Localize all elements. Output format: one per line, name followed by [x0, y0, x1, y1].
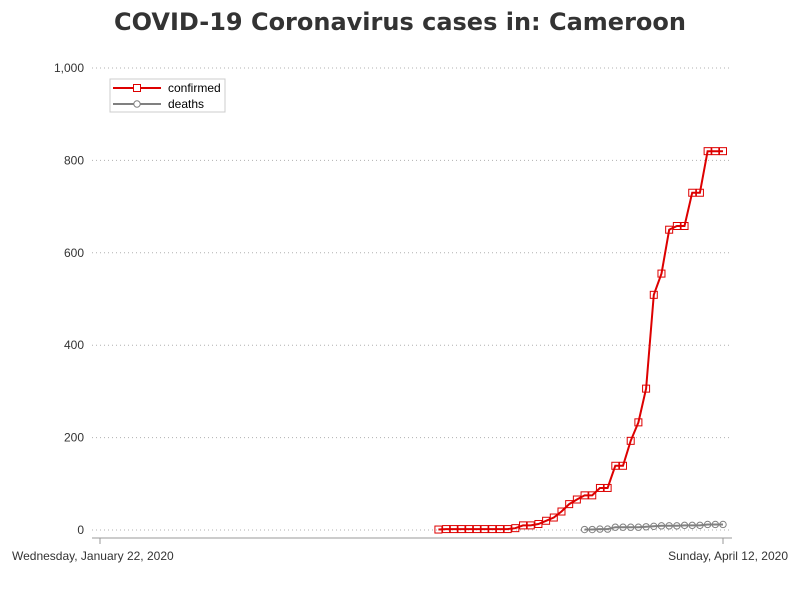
y-tick-label: 800 — [64, 153, 84, 167]
confirmed-point — [680, 222, 689, 231]
deaths-point — [688, 521, 696, 530]
deaths-point — [719, 520, 727, 529]
deaths-point — [588, 525, 596, 534]
confirmed-point — [603, 483, 612, 492]
confirmed-point — [472, 525, 481, 534]
confirmed-legend-marker — [133, 84, 141, 92]
deaths-legend-marker — [133, 100, 141, 108]
deaths-point — [711, 520, 720, 529]
deaths-point — [650, 522, 658, 531]
deaths-legend-label: deaths — [168, 97, 204, 111]
deaths-point — [665, 522, 673, 530]
deaths-point — [627, 523, 635, 531]
confirmed-point — [703, 147, 712, 156]
confirmed-point — [457, 525, 466, 534]
confirmed-point — [542, 516, 551, 525]
confirmed-point — [549, 513, 558, 522]
series-layer — [434, 147, 727, 534]
confirmed-point — [665, 225, 674, 234]
confirmed-point — [557, 507, 566, 516]
deaths-point — [703, 520, 712, 529]
deaths-point — [680, 521, 689, 530]
confirmed-point — [534, 519, 543, 528]
confirmed-point — [511, 524, 520, 533]
confirmed-point — [719, 147, 727, 156]
confirmed-point — [695, 188, 704, 197]
deaths-point — [619, 523, 627, 531]
y-tick-label: 0 — [77, 523, 84, 537]
confirmed-point — [442, 525, 451, 534]
deaths-point — [580, 525, 589, 534]
confirmed-point — [526, 521, 535, 530]
y-tick-label: 600 — [64, 246, 84, 260]
confirmed-point — [565, 500, 574, 509]
confirmed-point — [672, 222, 681, 231]
confirmed-point — [503, 525, 512, 534]
deaths-point — [634, 523, 643, 531]
x-tick-label: Sunday, April 12, 2020 — [668, 549, 788, 563]
deaths-point — [642, 523, 650, 531]
legend: confirmed deaths — [109, 78, 226, 113]
confirmed-point — [595, 483, 604, 492]
gridlines — [92, 67, 732, 531]
axes: 0 200 400 600 800 1,000 Wednesday, January 22,… — [12, 61, 788, 563]
deaths-point — [696, 521, 704, 530]
confirmed-point — [488, 525, 497, 534]
y-tick-label: 400 — [64, 338, 84, 352]
confirmed-point — [480, 525, 489, 534]
y-tick-label: 200 — [64, 431, 84, 445]
confirmed-point — [449, 525, 458, 534]
confirmed-point — [572, 495, 581, 504]
confirmed-legend-label: confirmed — [168, 81, 221, 95]
confirmed-point — [434, 525, 443, 534]
x-tick-label: Wednesday, January 22, 2020 — [12, 549, 174, 563]
confirmed-point — [465, 525, 474, 534]
confirmed-point — [580, 491, 589, 500]
confirmed-point — [588, 491, 597, 500]
confirmed-point — [626, 436, 635, 445]
confirmed-point — [619, 461, 628, 470]
y-tick-label: 1,000 — [54, 61, 84, 75]
confirmed-point — [519, 521, 528, 530]
deaths-line — [584, 523, 723, 531]
deaths-point — [596, 525, 604, 533]
confirmed-point — [711, 147, 720, 156]
confirmed-line — [438, 150, 723, 531]
deaths-point — [657, 522, 666, 530]
deaths-point — [673, 522, 681, 530]
deaths-point — [611, 523, 620, 531]
confirmed-point — [634, 418, 643, 427]
legend-box — [109, 78, 226, 113]
confirmed-point — [657, 269, 666, 278]
confirmed-point — [611, 461, 620, 470]
confirmed-point — [495, 525, 504, 534]
confirmed-point — [642, 384, 651, 393]
deaths-point — [603, 525, 612, 533]
confirmed-point — [688, 188, 697, 197]
chart-title: COVID-19 Coronavirus cases in: Cameroon — [114, 8, 686, 36]
confirmed-point — [649, 290, 658, 299]
